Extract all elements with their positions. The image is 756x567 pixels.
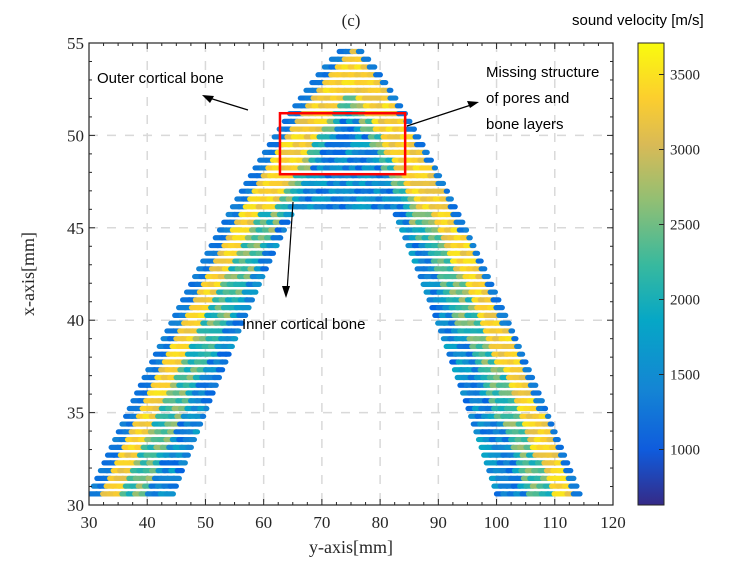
x-tick-label: 110 bbox=[542, 513, 567, 532]
x-tick-label: 100 bbox=[484, 513, 510, 532]
annotation-inner-arrow bbox=[286, 201, 294, 293]
annotation-inner-text: Inner cortical bone bbox=[242, 316, 365, 333]
x-tick-label: 90 bbox=[430, 513, 447, 532]
colorbar-tick-label: 1000 bbox=[670, 443, 700, 459]
annotation-missing-arrow bbox=[406, 103, 475, 127]
x-tick-labels: 30 40 50 60 70 80 90 100 110 120 bbox=[81, 513, 626, 532]
axis-ticks bbox=[88, 42, 614, 506]
colorbar-tick-label: 1500 bbox=[670, 368, 700, 384]
arrowhead-icon bbox=[202, 95, 214, 103]
x-tick-label: 30 bbox=[81, 513, 98, 532]
chart-title: (c) bbox=[342, 11, 361, 30]
annotation-missing-line2: of pores and bbox=[486, 90, 569, 107]
y-axis-label: x-axis[mm] bbox=[18, 232, 38, 316]
colorbar-tick-label: 3000 bbox=[670, 143, 700, 159]
y-tick-label: 45 bbox=[67, 219, 84, 238]
colorbar-tick-label: 2500 bbox=[670, 218, 700, 234]
annotation-missing-structure: Missing structure of pores and bone laye… bbox=[406, 64, 599, 133]
colorbar: sound velocity [m/s] 1000 1500 2000 2500 300… bbox=[572, 12, 704, 506]
colorbar-label: sound velocity [m/s] bbox=[572, 12, 704, 29]
annotation-outer-cortical-bone: Outer cortical bone bbox=[97, 70, 249, 111]
y-tick-label: 55 bbox=[67, 34, 84, 53]
y-tick-label: 40 bbox=[67, 311, 84, 330]
colorbar-gradient bbox=[637, 42, 665, 506]
colorbar-ticks: 1000 1500 2000 2500 3000 3500 bbox=[659, 68, 700, 459]
scatter-points bbox=[89, 48, 583, 497]
annotation-outer-text: Outer cortical bone bbox=[97, 70, 224, 87]
x-tick-label: 120 bbox=[600, 513, 626, 532]
x-tick-label: 50 bbox=[197, 513, 214, 532]
x-tick-label: 40 bbox=[139, 513, 156, 532]
x-axis-label: y-axis[mm] bbox=[309, 537, 393, 557]
y-tick-labels: 30 35 40 45 50 55 bbox=[67, 34, 84, 515]
annotation-missing-line1: Missing structure bbox=[486, 64, 599, 81]
x-tick-label: 70 bbox=[313, 513, 330, 532]
arrowhead-icon bbox=[467, 101, 479, 108]
annotation-inner-cortical-bone: Inner cortical bone bbox=[242, 201, 365, 333]
annotation-missing-line3: bone layers bbox=[486, 116, 564, 133]
annotation-outer-arrow bbox=[205, 96, 249, 111]
arrowhead-icon bbox=[282, 286, 290, 298]
colorbar-tick-label: 3500 bbox=[670, 68, 700, 84]
colorbar-tick-label: 2000 bbox=[670, 293, 700, 309]
y-tick-label: 35 bbox=[67, 404, 84, 423]
y-tick-label: 30 bbox=[67, 496, 84, 515]
x-tick-label: 60 bbox=[255, 513, 272, 532]
x-tick-label: 80 bbox=[372, 513, 389, 532]
y-tick-label: 50 bbox=[67, 126, 84, 145]
highlight-box bbox=[278, 111, 407, 176]
